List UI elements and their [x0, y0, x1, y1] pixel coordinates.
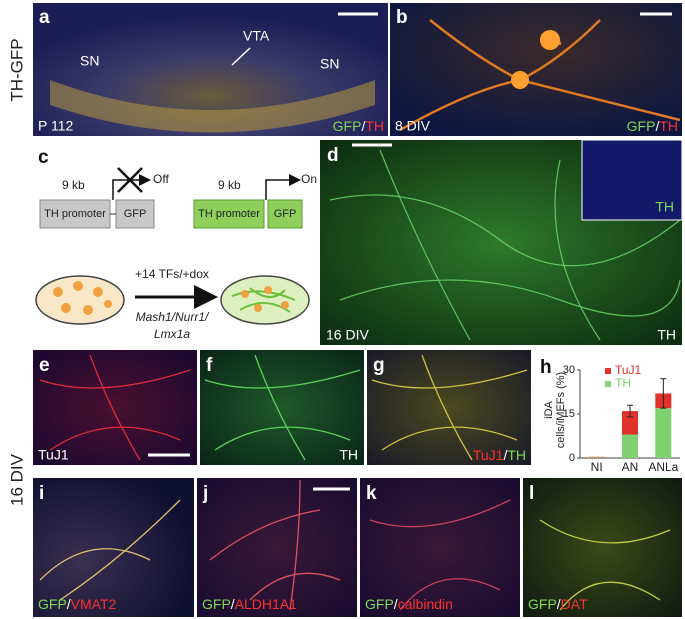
reporter-box — [115, 199, 155, 229]
error-bar — [627, 404, 633, 418]
neurites — [209, 479, 341, 611]
cells — [241, 286, 289, 312]
cell-body — [540, 30, 560, 50]
stain-label: TH — [655, 199, 674, 215]
neurites — [539, 519, 671, 611]
reporter-label: GFP — [274, 208, 297, 220]
x-tick-label: NI — [591, 460, 603, 474]
stain-label: TH — [339, 447, 358, 463]
panel-letter: k — [366, 483, 377, 504]
age-label: 16 DIV — [326, 327, 369, 343]
construct-size: 9 kb — [62, 178, 85, 192]
age-label: P 112 — [38, 118, 74, 134]
cells — [53, 281, 112, 315]
stain-label: GFP/calbindin — [365, 596, 453, 612]
region-label: SN — [80, 53, 99, 69]
micrograph — [523, 478, 682, 617]
arrow — [265, 174, 301, 200]
panel-letter: d — [327, 145, 339, 166]
panel-letter: l — [529, 483, 534, 504]
promoter-label: TH promoter — [198, 208, 260, 220]
stain-label: GFP/ALDH1A1 — [202, 596, 297, 612]
panel-letter: c — [38, 147, 49, 168]
stain-label: GFP/DAT — [528, 596, 588, 612]
panel-letter: g — [373, 355, 385, 376]
legend-swatch — [605, 381, 611, 387]
status-label: Off — [153, 172, 169, 186]
stain-label: TH — [657, 327, 676, 343]
y-axis-label: iDA — [543, 400, 555, 418]
micrograph — [360, 478, 520, 617]
panel-letter: f — [206, 355, 213, 376]
neurites — [39, 499, 181, 601]
error-bar — [660, 378, 667, 409]
side-label: 16 DIV — [7, 453, 26, 506]
neurites — [329, 149, 681, 341]
neurites — [369, 499, 511, 611]
bar-segment — [622, 434, 638, 458]
legend-label: TH — [615, 376, 631, 390]
panel-letter: e — [39, 355, 50, 376]
micrograph — [33, 478, 194, 617]
panel-letter: a — [39, 7, 50, 28]
bar-segment — [588, 457, 605, 458]
micrograph — [367, 350, 531, 465]
arrow — [112, 174, 151, 200]
region-label: VTA — [243, 28, 270, 44]
legend-label: TuJ1 — [615, 363, 642, 377]
side-label: TH-GFP — [7, 38, 26, 101]
panel-letter: b — [396, 7, 408, 28]
y-tick-label: 30 — [563, 364, 575, 376]
micrograph — [33, 350, 197, 465]
y-axis-label: cells/iMEFs (%) — [555, 372, 567, 448]
cell-body — [511, 71, 529, 89]
neurites — [231, 287, 296, 313]
age-label: 8 DIV — [395, 118, 431, 134]
inset — [581, 139, 683, 221]
neurites — [39, 354, 191, 461]
construct-size: 9 kb — [218, 178, 241, 192]
neurites — [204, 354, 361, 461]
x-tick-label: AN — [622, 460, 639, 474]
block-mark — [117, 167, 143, 193]
panel-letter: j — [202, 483, 208, 504]
stain-label: TuJ1 — [38, 447, 69, 463]
bar-chart: h iDA cells/iMEFs (%) 0 15 30 NI AN ANLa TuJ1T… — [540, 357, 680, 474]
neurites — [371, 354, 528, 461]
x-tick-label: ANLa — [648, 460, 678, 474]
treatment-label: +14 TFs/+dox — [135, 267, 209, 281]
bar-segment — [622, 411, 638, 435]
micrograph — [200, 350, 364, 465]
factor-label: Lmx1a — [154, 327, 190, 341]
factor-label: Mash1/Nurr1/ — [136, 310, 210, 324]
stain-label: GFP/VMAT2 — [38, 596, 117, 612]
stain-label: GFP/TH — [627, 118, 678, 134]
promoter-box — [39, 199, 111, 229]
bar-segment — [655, 408, 672, 458]
region-label: SN — [320, 56, 339, 72]
pointer — [231, 47, 251, 66]
micrograph — [390, 3, 682, 136]
y-tick-label: 0 — [569, 452, 575, 464]
reporter-label: GFP — [124, 208, 147, 220]
dish — [220, 275, 310, 325]
micrograph — [197, 478, 357, 617]
reporter-box — [267, 199, 303, 229]
bar-segment — [588, 456, 605, 458]
promoter-label: TH promoter — [44, 208, 106, 220]
tissue-band — [50, 80, 375, 133]
stain-label: TuJ1/TH — [473, 447, 526, 463]
legend-swatch — [605, 368, 611, 374]
y-tick-label: 15 — [563, 408, 575, 420]
panel-letter: i — [39, 483, 44, 504]
status-label: On — [301, 172, 317, 186]
promoter-box — [193, 199, 265, 229]
stain-label: GFP/TH — [333, 118, 384, 134]
panel-letter: h — [540, 357, 552, 378]
